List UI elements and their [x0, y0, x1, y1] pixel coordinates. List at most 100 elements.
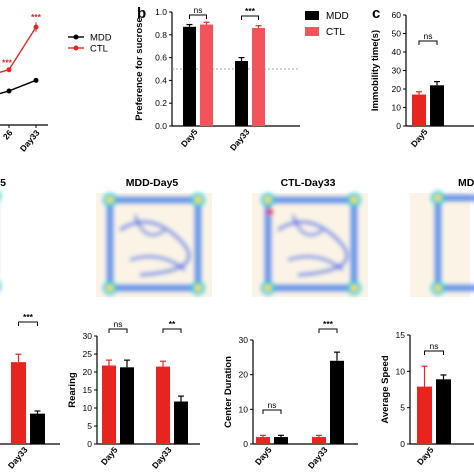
x-tick-label: Day5 — [179, 127, 200, 149]
y-tick-label: 15 — [396, 330, 406, 340]
heatmap-trace — [431, 191, 474, 295]
significance-label: ns — [114, 319, 123, 329]
panel-label-c: c — [372, 5, 380, 22]
y-tick-label: 60 — [392, 10, 402, 20]
significance-bracket — [241, 15, 259, 20]
heatmap-title: CTL-Day33 — [281, 177, 336, 189]
y-tick-label: 0.4 — [155, 75, 167, 85]
x-tick-label: Day33 — [6, 445, 30, 471]
significance-label: *** — [23, 312, 34, 322]
bar-mdd — [120, 367, 134, 444]
significance-bracket — [318, 328, 338, 333]
chart-b_sucrose: 0.0 0.2 0.4 0.6 0.8 1.0 Preference for sucrose… — [134, 5, 300, 152]
y-tick-label: 25 — [83, 349, 93, 359]
y-tick-label: 40 — [392, 47, 402, 57]
significance-label: ns — [268, 400, 277, 410]
y-axis-label: Preference for sucrose — [134, 17, 145, 121]
x-tick-label: Day33 — [228, 127, 252, 153]
bar-mdd — [430, 85, 444, 126]
bar-mdd — [235, 61, 248, 126]
heatmap-trace — [261, 193, 361, 295]
y-axis-label: Rearing — [67, 372, 78, 408]
significance-label: *** — [323, 319, 334, 329]
significance-label: *** — [245, 6, 256, 16]
heatmap-trace — [103, 193, 205, 295]
heatmap-hotspot — [264, 196, 272, 204]
x-tick-label: Day33 — [18, 128, 42, 154]
significance-bracket — [189, 14, 207, 19]
bar-ctl — [252, 27, 265, 126]
x-tick-label: Day5 — [409, 127, 430, 149]
heatmap-path — [129, 255, 186, 272]
legend-swatch — [305, 11, 319, 20]
series-line-mdd — [0, 79, 37, 95]
significance-bracket — [108, 328, 128, 333]
heatmap-1 — [96, 193, 212, 297]
bar-ctl — [11, 362, 26, 444]
y-tick-label: 0 — [400, 439, 405, 449]
heatmap-hotspot — [350, 196, 358, 204]
y-tick-label: 15 — [83, 385, 93, 395]
significance-bracket — [162, 328, 182, 333]
heatmap-hotspot — [264, 284, 272, 292]
bar-ctl — [200, 24, 213, 126]
x-tick-label: Day5 — [253, 445, 274, 467]
chart-d3_center: 0 10 20 30 Center Duration Day5 ns Day33 *** — [223, 319, 358, 470]
significance-label: *** — [2, 58, 13, 68]
heatmap-title: MD — [458, 177, 474, 189]
bar-ctl — [156, 366, 170, 444]
legend-swatch — [305, 27, 319, 36]
heatmap-path — [287, 255, 344, 272]
bar-mdd — [183, 26, 196, 126]
significance-bracket — [424, 350, 444, 355]
y-tick-label: 0 — [87, 439, 92, 449]
chart-d2_rearing: 0 5 10 15 20 25 30 Rearing Day5 ns Day33 ** — [67, 319, 200, 470]
heatmap-path — [267, 199, 355, 289]
legend-b: MDD CTL — [305, 11, 349, 38]
y-tick-label: 20 — [392, 84, 402, 94]
bar-ctl — [102, 365, 116, 444]
heatmap-hotspot — [0, 192, 1, 200]
bar-ctl — [417, 386, 432, 444]
heatmap-path — [291, 214, 324, 237]
y-tick-label: 5 — [400, 403, 405, 413]
y-tick-label: 10 — [83, 403, 93, 413]
y-tick-label: 20 — [83, 367, 93, 377]
significance-label: ns — [424, 31, 433, 41]
significance-label: ns — [194, 5, 203, 15]
heatmap-hotspot — [106, 284, 114, 292]
y-tick-label: 30 — [83, 331, 93, 341]
heatmap-hotspot — [267, 209, 273, 215]
significance-label: ns — [430, 341, 439, 351]
heatmap-hotspot — [194, 284, 202, 292]
significance-label: ** — [169, 319, 176, 329]
heatmap-hotspot — [0, 282, 1, 290]
legend-marker — [73, 34, 79, 40]
y-tick-label: 20 — [239, 370, 249, 380]
bar-mdd — [174, 401, 188, 444]
data-point-mdd — [33, 77, 39, 83]
y-tick-label: 1.0 — [155, 7, 167, 17]
x-tick-label: 26 — [1, 128, 15, 142]
chart-d1_partial: Day33 *** — [0, 312, 60, 470]
heatmap-background — [96, 193, 212, 297]
chart-d4_speed: 0 5 10 15 Average Speed Day5 ns — [380, 330, 474, 467]
significance-label: *** — [31, 12, 42, 22]
heatmap-hotspot — [434, 284, 442, 292]
y-tick-label: 5 — [87, 421, 92, 431]
y-tick-label: 0.8 — [155, 30, 167, 40]
bar-ctl — [412, 94, 426, 126]
bar-mdd — [330, 360, 344, 444]
heatmap-hotspot — [434, 194, 442, 202]
heatmap-trace — [0, 192, 1, 290]
y-axis-label: Center Duration — [223, 356, 234, 428]
bar-mdd — [436, 379, 451, 444]
heatmap-title: 5 — [0, 177, 6, 189]
bar-ctl — [256, 437, 270, 444]
data-point-mdd — [6, 88, 12, 94]
legend-label: CTL — [326, 27, 345, 38]
legend-label: MDD — [90, 33, 112, 44]
heatmap-hotspot — [194, 196, 202, 204]
